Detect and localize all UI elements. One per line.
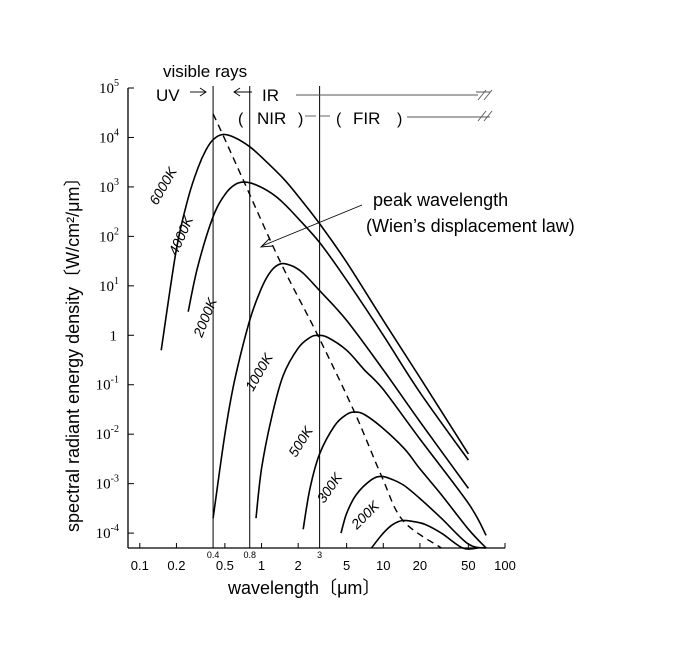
x-tick-label: 1 [258, 558, 265, 573]
curve-label-300k: 300K [313, 469, 345, 506]
y-tick-base: 10 [99, 229, 114, 245]
y-tick-base: 1 [110, 328, 118, 344]
y-tick-label: 10-3 [96, 474, 119, 493]
peak-annotation-arrow [261, 204, 363, 247]
y-tick-base: 10 [96, 477, 111, 493]
curve-6000k [160, 133, 470, 455]
y-tick-label: 102 [99, 226, 119, 245]
fir-label: FIR [353, 109, 380, 128]
curve-label-6000k: 6000K [146, 164, 180, 208]
band-annotations: visible rays UV IR ( NIR ) ( FIR ) [156, 62, 493, 128]
curve-label-200k: 200K [347, 497, 383, 533]
blackbody-curves [160, 133, 487, 550]
uv-arrow-head [199, 87, 207, 97]
uv-label: UV [156, 86, 180, 105]
y-tick-base: 10 [96, 526, 111, 542]
y-tick-label: 105 [99, 78, 119, 97]
curve-label-2000k: 2000K [190, 295, 221, 340]
x-tick-label: 50 [461, 558, 475, 573]
y-axis-title: spectral radiant energy density〔W/cm²/μm… [63, 169, 83, 532]
x-tick-label: 20 [413, 558, 427, 573]
ir-label: IR [262, 86, 279, 105]
y-tick-label: 10-2 [96, 424, 119, 443]
peak-wavelength-line-group [212, 113, 442, 549]
y-tick-base: 10 [99, 279, 114, 295]
y-tick-exponent: 2 [114, 226, 119, 237]
y-tick-label: 103 [99, 177, 119, 196]
nir-paren-close: ) [298, 111, 303, 128]
y-tick-base: 10 [99, 180, 114, 196]
curve-label-4000k: 4000K [165, 213, 196, 257]
y-tick-label: 10-1 [96, 375, 119, 394]
y-tick-exponent: 1 [114, 276, 119, 287]
peak-wavelength-label: peak wavelength [373, 190, 508, 210]
ir-band-break-marks [476, 89, 493, 101]
curve-4000k [187, 181, 470, 461]
y-tick-exponent: -4 [111, 523, 119, 534]
wien-law-label: (Wien’s displacement law) [366, 216, 575, 236]
x-tick-label: 100 [494, 558, 516, 573]
y-tick-exponent: -2 [111, 424, 119, 435]
y-tick-exponent: 3 [114, 177, 119, 188]
y-tick-exponent: -3 [111, 474, 119, 485]
region-boundary-lines [212, 86, 321, 548]
curve-1000k [255, 334, 487, 536]
curve-label-1000k: 1000K [242, 350, 276, 394]
fir-paren-open: ( [336, 111, 342, 128]
nir-paren-open: ( [238, 111, 244, 128]
curve-300k [340, 475, 487, 549]
y-tick-base: 10 [96, 378, 111, 394]
x-tick-label-small: 3 [317, 550, 322, 560]
curve-200k [370, 519, 479, 550]
fir-paren-close: ) [397, 111, 402, 128]
y-tick-exponent: 4 [114, 127, 119, 138]
nir-label: NIR [257, 109, 286, 128]
y-tick-label: 104 [99, 127, 119, 146]
visible-rays-label: visible rays [163, 62, 247, 81]
x-ticks: 0.1 0.2 0.5 1 2 5 10 20 50 100 0.4 0.8 3 [131, 543, 516, 573]
y-tick-label: 101 [99, 276, 119, 295]
curve-labels: 6000K 4000K 2000K 1000K 500K 300K 200K [146, 164, 383, 533]
y-tick-label: 1 [110, 328, 118, 344]
y-tick-exponent: 5 [114, 78, 119, 89]
x-tick-label: 0.5 [216, 558, 234, 573]
x-tick-label-small: 0.8 [243, 550, 256, 560]
curve-label-500k: 500K [285, 423, 316, 460]
peak-annotation: peak wavelength (Wien’s displacement law… [259, 190, 575, 248]
curve-500k [302, 411, 487, 549]
x-tick-label-small: 0.4 [207, 550, 220, 560]
x-tick-label: 2 [295, 558, 302, 573]
peak-annotation-arrowhead [259, 237, 274, 248]
y-tick-base: 10 [99, 81, 114, 97]
y-tick-exponent: -1 [111, 375, 119, 386]
y-tick-base: 10 [99, 130, 114, 146]
x-tick-label: 0.2 [167, 558, 185, 573]
peak-wavelength-line [212, 113, 442, 549]
y-tick-base: 10 [96, 427, 111, 443]
curve-2000k [212, 262, 470, 519]
x-tick-label: 5 [343, 558, 350, 573]
x-axis-title: wavelength〔μm〕 [227, 578, 380, 598]
x-tick-label: 0.1 [131, 558, 149, 573]
ir-arrow-head [233, 87, 241, 97]
x-tick-label: 10 [376, 558, 390, 573]
fir-band-break-marks [477, 110, 493, 122]
y-tick-label: 10-4 [96, 523, 119, 542]
